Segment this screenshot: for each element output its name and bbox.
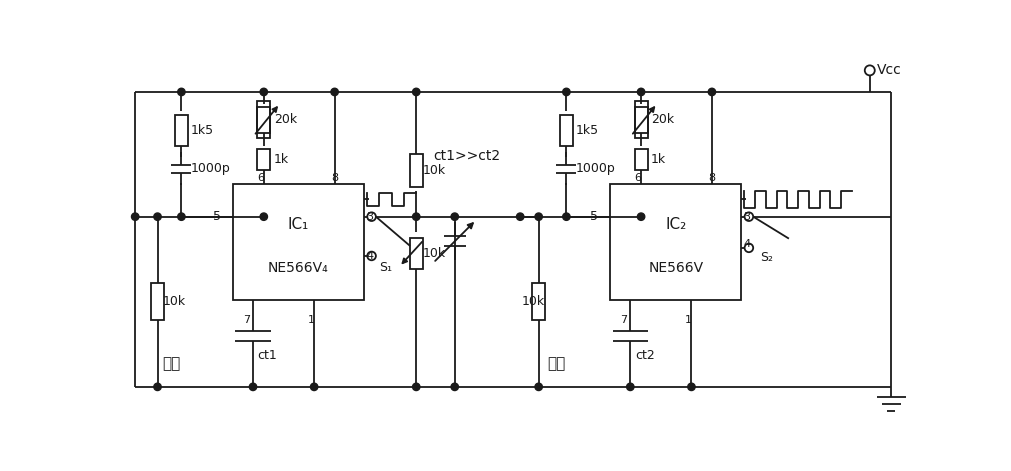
Circle shape [637,88,644,96]
Text: 6: 6 [634,173,641,183]
Text: 5: 5 [589,210,598,223]
Circle shape [626,383,633,390]
Text: 20k: 20k [274,113,296,126]
Text: 10k: 10k [163,295,186,308]
Text: Vᴄᴄ: Vᴄᴄ [876,63,901,77]
Bar [409,154,423,187]
Circle shape [687,383,695,390]
Text: 10k: 10k [522,295,544,308]
Circle shape [451,383,458,390]
Circle shape [516,213,524,220]
Text: 8: 8 [331,173,338,183]
Bar [257,101,270,138]
Text: 5: 5 [212,210,220,223]
Bar [151,283,164,320]
Text: 1000p: 1000p [575,162,615,175]
Text: ct1: ct1 [258,349,277,362]
Circle shape [131,213,139,220]
Text: 7: 7 [620,315,627,325]
Circle shape [562,88,569,96]
Text: NE566V: NE566V [647,260,703,275]
Bar [409,238,423,269]
Bar [559,115,572,146]
Bar [634,106,647,133]
Bar [257,149,270,171]
Circle shape [178,88,185,96]
Circle shape [154,213,161,220]
Circle shape [310,383,317,390]
Bar [634,149,647,171]
Text: 1k: 1k [650,153,665,166]
Circle shape [178,213,185,220]
Bar [233,184,364,300]
Bar [634,101,647,138]
Circle shape [260,213,267,220]
Text: NE566V₄: NE566V₄ [268,260,329,275]
Text: 7: 7 [243,315,250,325]
Text: 4: 4 [743,239,750,250]
Text: 4: 4 [366,251,373,261]
Text: 3: 3 [366,211,373,222]
Circle shape [260,88,267,96]
Text: 1: 1 [684,315,692,325]
Circle shape [562,213,569,220]
Bar [175,115,188,146]
Text: S₂: S₂ [759,252,771,264]
Text: 8: 8 [708,173,715,183]
Circle shape [451,213,458,220]
Bar [257,106,270,133]
Text: 10k: 10k [423,247,446,260]
Circle shape [412,88,420,96]
Text: 10k: 10k [423,164,446,177]
Text: 1k: 1k [274,153,288,166]
Text: IC₁: IC₁ [287,217,308,232]
Bar [610,184,740,300]
Text: 1k5: 1k5 [575,124,599,137]
Circle shape [637,213,644,220]
Text: 3: 3 [743,211,750,222]
Text: 6: 6 [257,173,264,183]
Circle shape [331,88,338,96]
Text: ct1>>ct2: ct1>>ct2 [433,149,499,163]
Text: 载频: 载频 [547,356,565,371]
Text: 1k5: 1k5 [190,124,213,137]
Circle shape [535,383,542,390]
Text: S₁: S₁ [379,261,392,274]
Text: 1000p: 1000p [190,162,231,175]
Text: 1: 1 [307,315,314,325]
Bar [532,283,545,320]
Circle shape [249,383,257,390]
Text: 低频: 低频 [162,356,180,371]
Circle shape [708,88,715,96]
Text: ct2: ct2 [634,349,654,362]
Text: IC₂: IC₂ [664,217,685,232]
Circle shape [154,383,161,390]
Circle shape [412,213,420,220]
Circle shape [412,383,420,390]
Circle shape [535,213,542,220]
Text: 20k: 20k [650,113,673,126]
